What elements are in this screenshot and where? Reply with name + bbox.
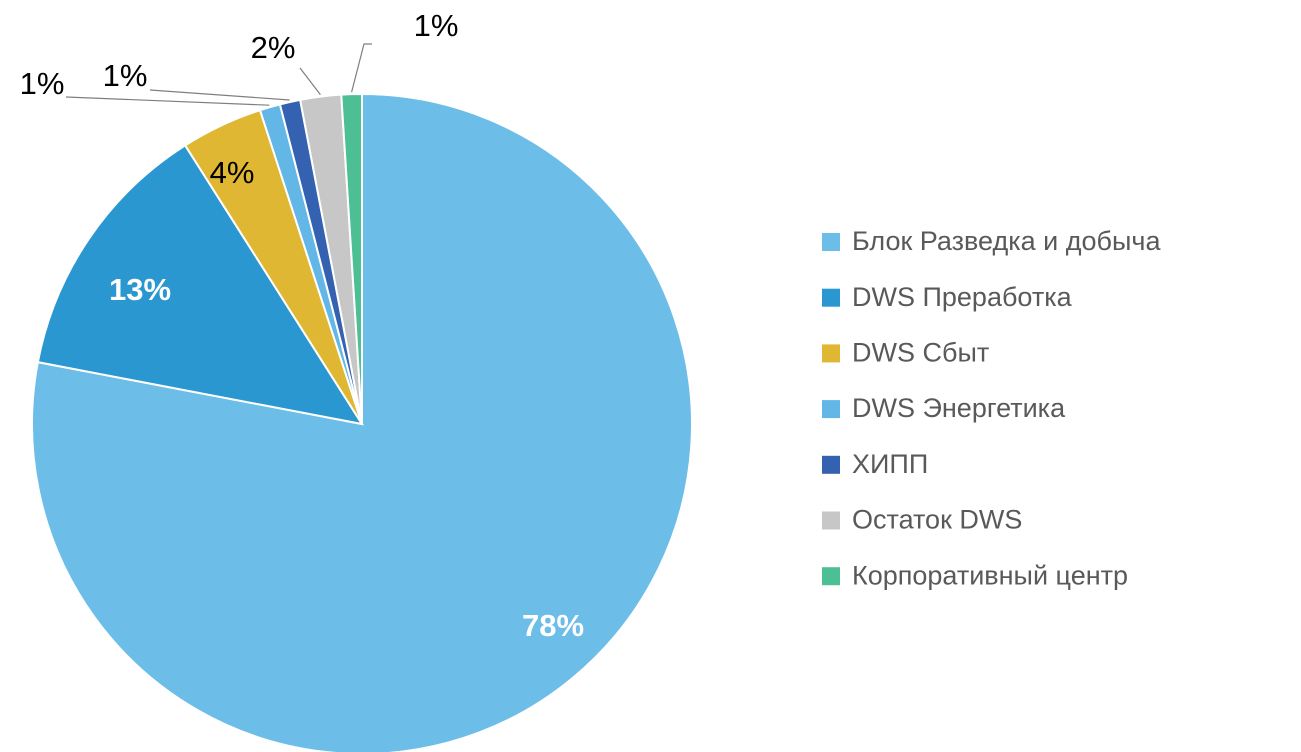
legend-label: DWS Преработка — [852, 282, 1073, 312]
data-label: 1% — [103, 58, 148, 93]
legend-label: ХИПП — [852, 449, 928, 479]
pie-slice — [36, 143, 365, 426]
legend-swatch — [822, 511, 840, 530]
data-label: 4% — [210, 155, 255, 190]
legend-label: DWS Сбыт — [852, 338, 989, 368]
data-label: 1% — [414, 8, 459, 43]
legend-swatch — [822, 455, 840, 474]
legend-label: Остаток DWS — [852, 505, 1022, 535]
leader-line — [299, 67, 321, 95]
data-label: 2% — [251, 30, 296, 65]
data-label: 78% — [522, 608, 584, 643]
legend-swatch — [822, 233, 840, 251]
data-label: 1% — [20, 66, 65, 101]
pie-slice — [340, 92, 363, 425]
legend-label: Корпоративный центр — [852, 560, 1128, 590]
leader-line — [350, 43, 372, 93]
pie-slice — [31, 92, 693, 752]
data-label: 13% — [109, 272, 171, 307]
legend-swatch — [822, 344, 840, 363]
legend-swatch — [822, 400, 840, 419]
leader-line — [149, 89, 290, 101]
legend-swatch — [822, 288, 840, 307]
legend-swatch — [822, 567, 840, 586]
legend-label: DWS Энергетика — [852, 393, 1066, 423]
leader-line — [65, 96, 270, 106]
legend-label: Блок Разведка и добыча — [852, 226, 1161, 256]
